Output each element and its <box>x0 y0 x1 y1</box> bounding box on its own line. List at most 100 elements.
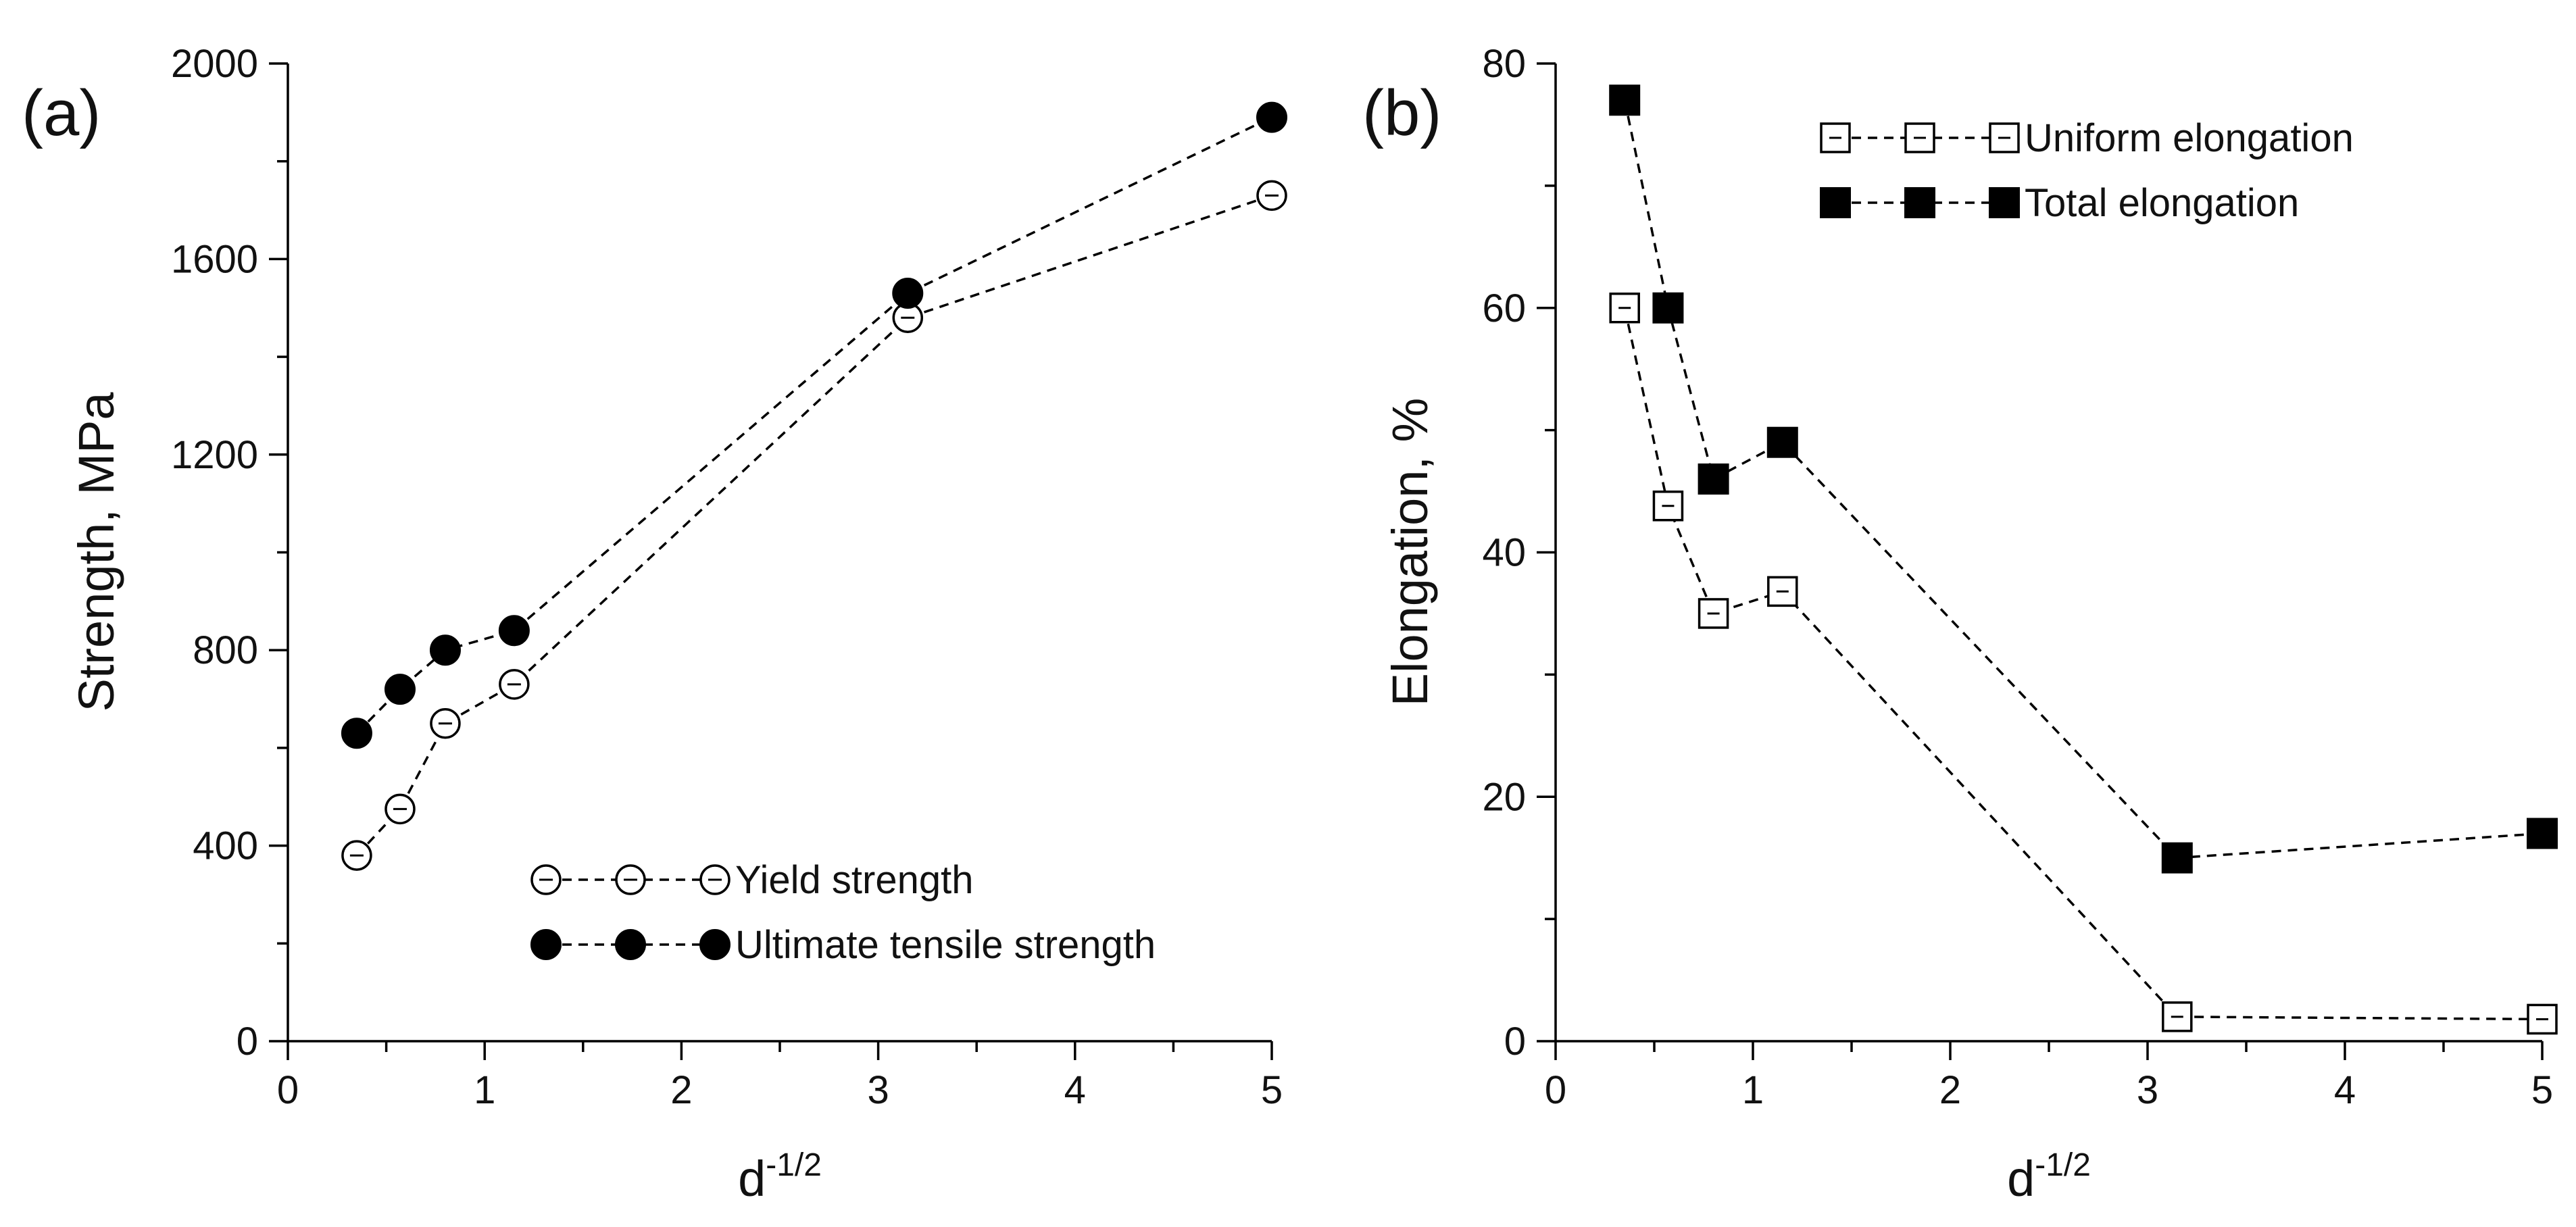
chart-a-series-2-point-shape <box>1256 101 1287 133</box>
chart-a-series-1-point <box>385 793 416 825</box>
chart-b-legend-marker-shape <box>1820 187 1851 218</box>
chart-a-series-2-point <box>384 674 416 705</box>
chart-a-series-1-line <box>355 194 1272 857</box>
chart-a-x-tick-label: 5 <box>1261 1068 1283 1112</box>
chart-a-x-tick-label: 4 <box>1064 1068 1086 1112</box>
chart-b-legend-marker <box>1820 122 1851 153</box>
chart-b-legend-marker-shape <box>1904 122 1935 153</box>
chart-a-y-tick-label: 800 <box>193 628 258 672</box>
chart-a-series-2-point-shape <box>892 278 924 309</box>
chart-a-y-tick-label: 0 <box>237 1020 258 1063</box>
chart-b-series-2-point-shape <box>1609 84 1641 116</box>
chart-a-series-2-point-shape <box>498 615 530 647</box>
chart-b-x-axis-title-exp: -1/2 <box>2035 1147 2091 1183</box>
chart-a-series-2-point <box>341 718 372 749</box>
chart-b-y-tick-label: 20 <box>1482 775 1526 819</box>
chart-b-legend: Uniform elongation Total elongation <box>1820 116 2354 225</box>
chart-a-legend-label: Ultimate tensile strength <box>735 923 1156 967</box>
chart-a-y-tick-label: 1200 <box>171 433 258 477</box>
chart-a-series-2-point <box>892 278 924 309</box>
chart-a-series-1-point <box>430 707 461 739</box>
chart-b-y-tick-label: 60 <box>1482 286 1526 330</box>
chart-b-series-1-point <box>1698 598 1729 629</box>
chart-a-x-axis-title: d-1/2 <box>738 1147 822 1207</box>
chart-b-legend-marker-shape <box>1989 187 2020 218</box>
chart-a-y-tick-label: 1600 <box>171 237 258 281</box>
chart-a-x-tick-label: 1 <box>474 1068 495 1112</box>
chart-a-series-1-point <box>499 669 530 700</box>
chart-a-legend-marker-shape <box>530 929 562 960</box>
chart-a-x-axis-title-exp: -1/2 <box>766 1147 822 1183</box>
chart-b-legend-label: Uniform elongation <box>2025 116 2354 160</box>
chart-a-legend-marker <box>615 929 646 960</box>
chart-b-series-2-point-shape <box>2161 842 2193 874</box>
chart-b-series-2-line <box>1623 99 2543 859</box>
chart-b-series-2-point <box>2161 842 2193 874</box>
chart-a-series-1-point <box>1256 180 1287 211</box>
chart-a-y-tick-label: 400 <box>193 824 258 868</box>
chart-a-legend-entry: Yield strength <box>530 858 974 902</box>
chart-a-series-2-point-shape <box>429 634 461 666</box>
chart-b-legend-marker <box>1989 187 2020 218</box>
chart-a-series-2-point-shape <box>384 674 416 705</box>
chart-a-series-1-point <box>341 840 372 871</box>
chart-a-x-tick-label: 0 <box>277 1068 299 1112</box>
chart-b-legend-entry: Uniform elongation <box>1820 116 2354 160</box>
chart-b-legend-marker-shape <box>1904 187 1935 218</box>
chart-b-x-tick-label: 4 <box>2334 1068 2356 1112</box>
chart-a-series-2-point <box>498 615 530 647</box>
chart-b-legend-marker <box>1904 122 1935 153</box>
chart-b-series-1-point <box>1609 293 1640 324</box>
chart-a-legend-entry: Ultimate tensile strength <box>530 923 1156 967</box>
chart-b-y-tick-label: 40 <box>1482 531 1526 575</box>
chart-b-x-tick-label: 3 <box>2137 1068 2158 1112</box>
chart-b: 0 1 2 3 4 5 0 20 40 60 80 (b) Elongation, % d-1/2 Unif… <box>1362 42 2558 1207</box>
chart-a-legend-marker <box>530 929 562 960</box>
chart-b-y-tick-label: 80 <box>1482 42 1526 86</box>
chart-b-series-2-point-shape <box>1698 463 1729 495</box>
chart-a-series-2-point-shape <box>341 718 372 749</box>
chart-a-y-tick-label: 2000 <box>171 42 258 86</box>
chart-b-panel-label: (b) <box>1362 77 1441 149</box>
chart-a-series-1-point <box>892 302 924 333</box>
chart-b-x-axis-title: d-1/2 <box>2007 1147 2091 1207</box>
chart-b-series-2-point <box>1766 426 1798 458</box>
chart-b-series-1-line <box>1623 307 2543 1021</box>
chart-b-series-2-point-shape <box>1766 426 1798 458</box>
chart-b-series-2-point-shape <box>1652 292 1684 324</box>
chart-b-series-1-point <box>2527 1003 2558 1035</box>
chart-a-legend-marker <box>530 864 562 895</box>
chart-b-series-2-point <box>1652 292 1684 324</box>
chart-b-x-tick-label: 2 <box>1939 1068 1961 1112</box>
chart-a-legend: Yield strength Ultimate tensile strength <box>530 858 1156 967</box>
chart-b-y-tick-label: 0 <box>1504 1020 1526 1063</box>
chart-a-legend-marker-shape <box>615 929 646 960</box>
chart-a-series-2-point <box>429 634 461 666</box>
chart-b-series-2-point <box>2527 818 2558 849</box>
chart-b-legend-label: Total elongation <box>2025 181 2299 225</box>
chart-a-legend-marker-shape <box>699 929 730 960</box>
chart-a-series-2-line <box>355 116 1272 734</box>
chart-a-x-axis-title-base: d <box>738 1151 766 1207</box>
chart-b-series-1-point-shape <box>1652 491 1684 522</box>
chart-b-x-axis-title-base: d <box>2007 1151 2035 1207</box>
chart-a-series-2-point <box>1256 101 1287 133</box>
chart-b-legend-entry: Total elongation <box>1820 181 2299 225</box>
chart-b-x-tick-label: 5 <box>2531 1068 2553 1112</box>
chart-a-legend-marker <box>615 864 646 895</box>
chart-b-series-2-point-shape <box>2527 818 2558 849</box>
chart-a-legend-marker <box>699 864 730 895</box>
chart-b-x-tick-label: 1 <box>1742 1068 1764 1112</box>
chart-b-legend-marker <box>1820 187 1851 218</box>
chart-b-series-2-point <box>1609 84 1641 116</box>
chart-a-legend-marker <box>699 929 730 960</box>
chart-a: 0 1 2 3 4 5 0 400 800 1200 1600 2000 (a) Strength, MP… <box>22 42 1287 1207</box>
chart-b-y-axis-title: Elongation, % <box>1382 398 1438 707</box>
chart-a-panel-label: (a) <box>22 77 101 149</box>
chart-b-series-1-point-shape <box>2162 1001 2193 1032</box>
chart-b-series-1-point <box>1652 491 1684 522</box>
chart-a-x-tick-label: 2 <box>670 1068 692 1112</box>
chart-b-legend-marker <box>1989 122 2020 153</box>
chart-b-series-1-point <box>1767 576 1798 607</box>
chart-a-y-axis-title: Strength, MPa <box>68 392 124 712</box>
